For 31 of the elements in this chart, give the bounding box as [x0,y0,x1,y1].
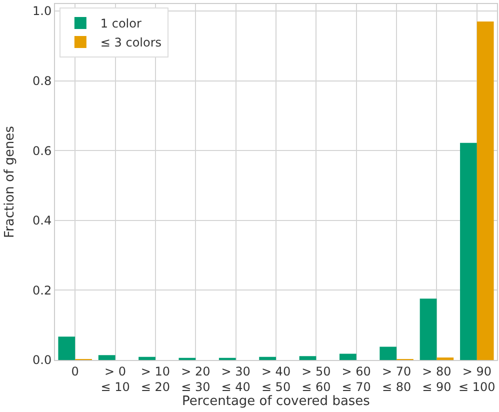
y-tick-label: 0.2 [32,283,52,298]
x-tick-label: 0 [71,364,79,378]
bar [299,356,316,360]
x-tick-label: > 20 ≤ 30 [181,364,210,394]
x-tick-label: > 80 ≤ 90 [422,364,452,394]
x-tick-label: > 90 ≤ 100 [458,364,496,394]
x-tick-label: > 30 ≤ 40 [221,364,250,394]
bar [460,142,477,360]
legend-label: 1 color [100,16,142,31]
x-tick-label: > 70 ≤ 80 [382,364,412,394]
bar [58,336,76,360]
bar [98,355,116,360]
x-tick-label: > 0 ≤ 10 [100,364,130,394]
bar [259,356,276,360]
legend-label: ≤ 3 colors [100,36,162,50]
bar [339,354,356,360]
y-tick-label: 0.8 [32,74,52,88]
bar [420,298,437,360]
y-tick-label: 0.0 [32,353,52,368]
x-tick-label: > 60 ≤ 70 [342,364,371,394]
x-tick-label: > 10 ≤ 20 [140,364,170,394]
x-axis-title: Percentage of covered bases [182,394,370,409]
bar [476,21,494,360]
y-tick-label: 1.0 [32,4,52,18]
y-axis-title: Fraction of genes [2,126,18,238]
x-tick-label: > 50 ≤ 60 [302,364,331,394]
y-tick-label: 0.4 [32,214,52,228]
bar [138,356,156,360]
x-tick-label: > 40 ≤ 50 [261,364,291,394]
y-tick-label: 0.6 [32,144,52,158]
bar [380,346,397,360]
